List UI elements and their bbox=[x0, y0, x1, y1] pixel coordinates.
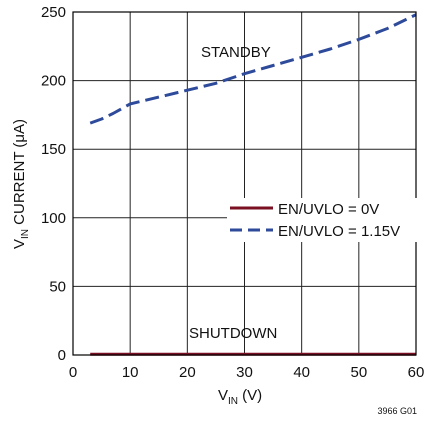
y-tick-label: 100 bbox=[41, 210, 66, 227]
plot-frame bbox=[72, 11, 417, 356]
legend-background bbox=[227, 198, 417, 242]
x-tick-label: 10 bbox=[122, 364, 139, 381]
x-tick-label: 30 bbox=[236, 364, 253, 381]
y-tick-label: 0 bbox=[58, 347, 66, 364]
y-tick-label: 200 bbox=[41, 73, 66, 90]
x-tick-label: 50 bbox=[350, 364, 367, 381]
series-line-standby bbox=[89, 13, 417, 125]
series-layer bbox=[89, 13, 417, 356]
y-tick-label: 50 bbox=[49, 278, 66, 295]
x-tick-label: 0 bbox=[69, 364, 77, 381]
x-tick-label: 60 bbox=[408, 364, 425, 381]
legend-label-standby: EN/UVLO = 1.15V bbox=[278, 223, 400, 240]
legend-label-shutdown: EN/UVLO = 0V bbox=[278, 201, 379, 218]
y-tick-label: 250 bbox=[41, 4, 66, 21]
y-tick-labels: 0 50 100 150 200 250 bbox=[41, 4, 66, 364]
x-tick-label: 40 bbox=[293, 364, 310, 381]
annotation-shutdown: SHUTDOWN bbox=[189, 325, 277, 342]
x-tick-labels: 0 10 20 30 40 50 60 bbox=[69, 364, 425, 381]
y-axis-label: VIN CURRENT (μA) bbox=[11, 119, 31, 249]
x-axis-label: VIN (V) bbox=[218, 387, 262, 407]
y-tick-label: 150 bbox=[41, 141, 66, 158]
legend: EN/UVLO = 0V EN/UVLO = 1.15V bbox=[227, 198, 417, 242]
figure-id: 3966 G01 bbox=[377, 406, 417, 416]
annotation-standby: STANDBY bbox=[201, 44, 271, 61]
x-tick-label: 20 bbox=[179, 364, 196, 381]
